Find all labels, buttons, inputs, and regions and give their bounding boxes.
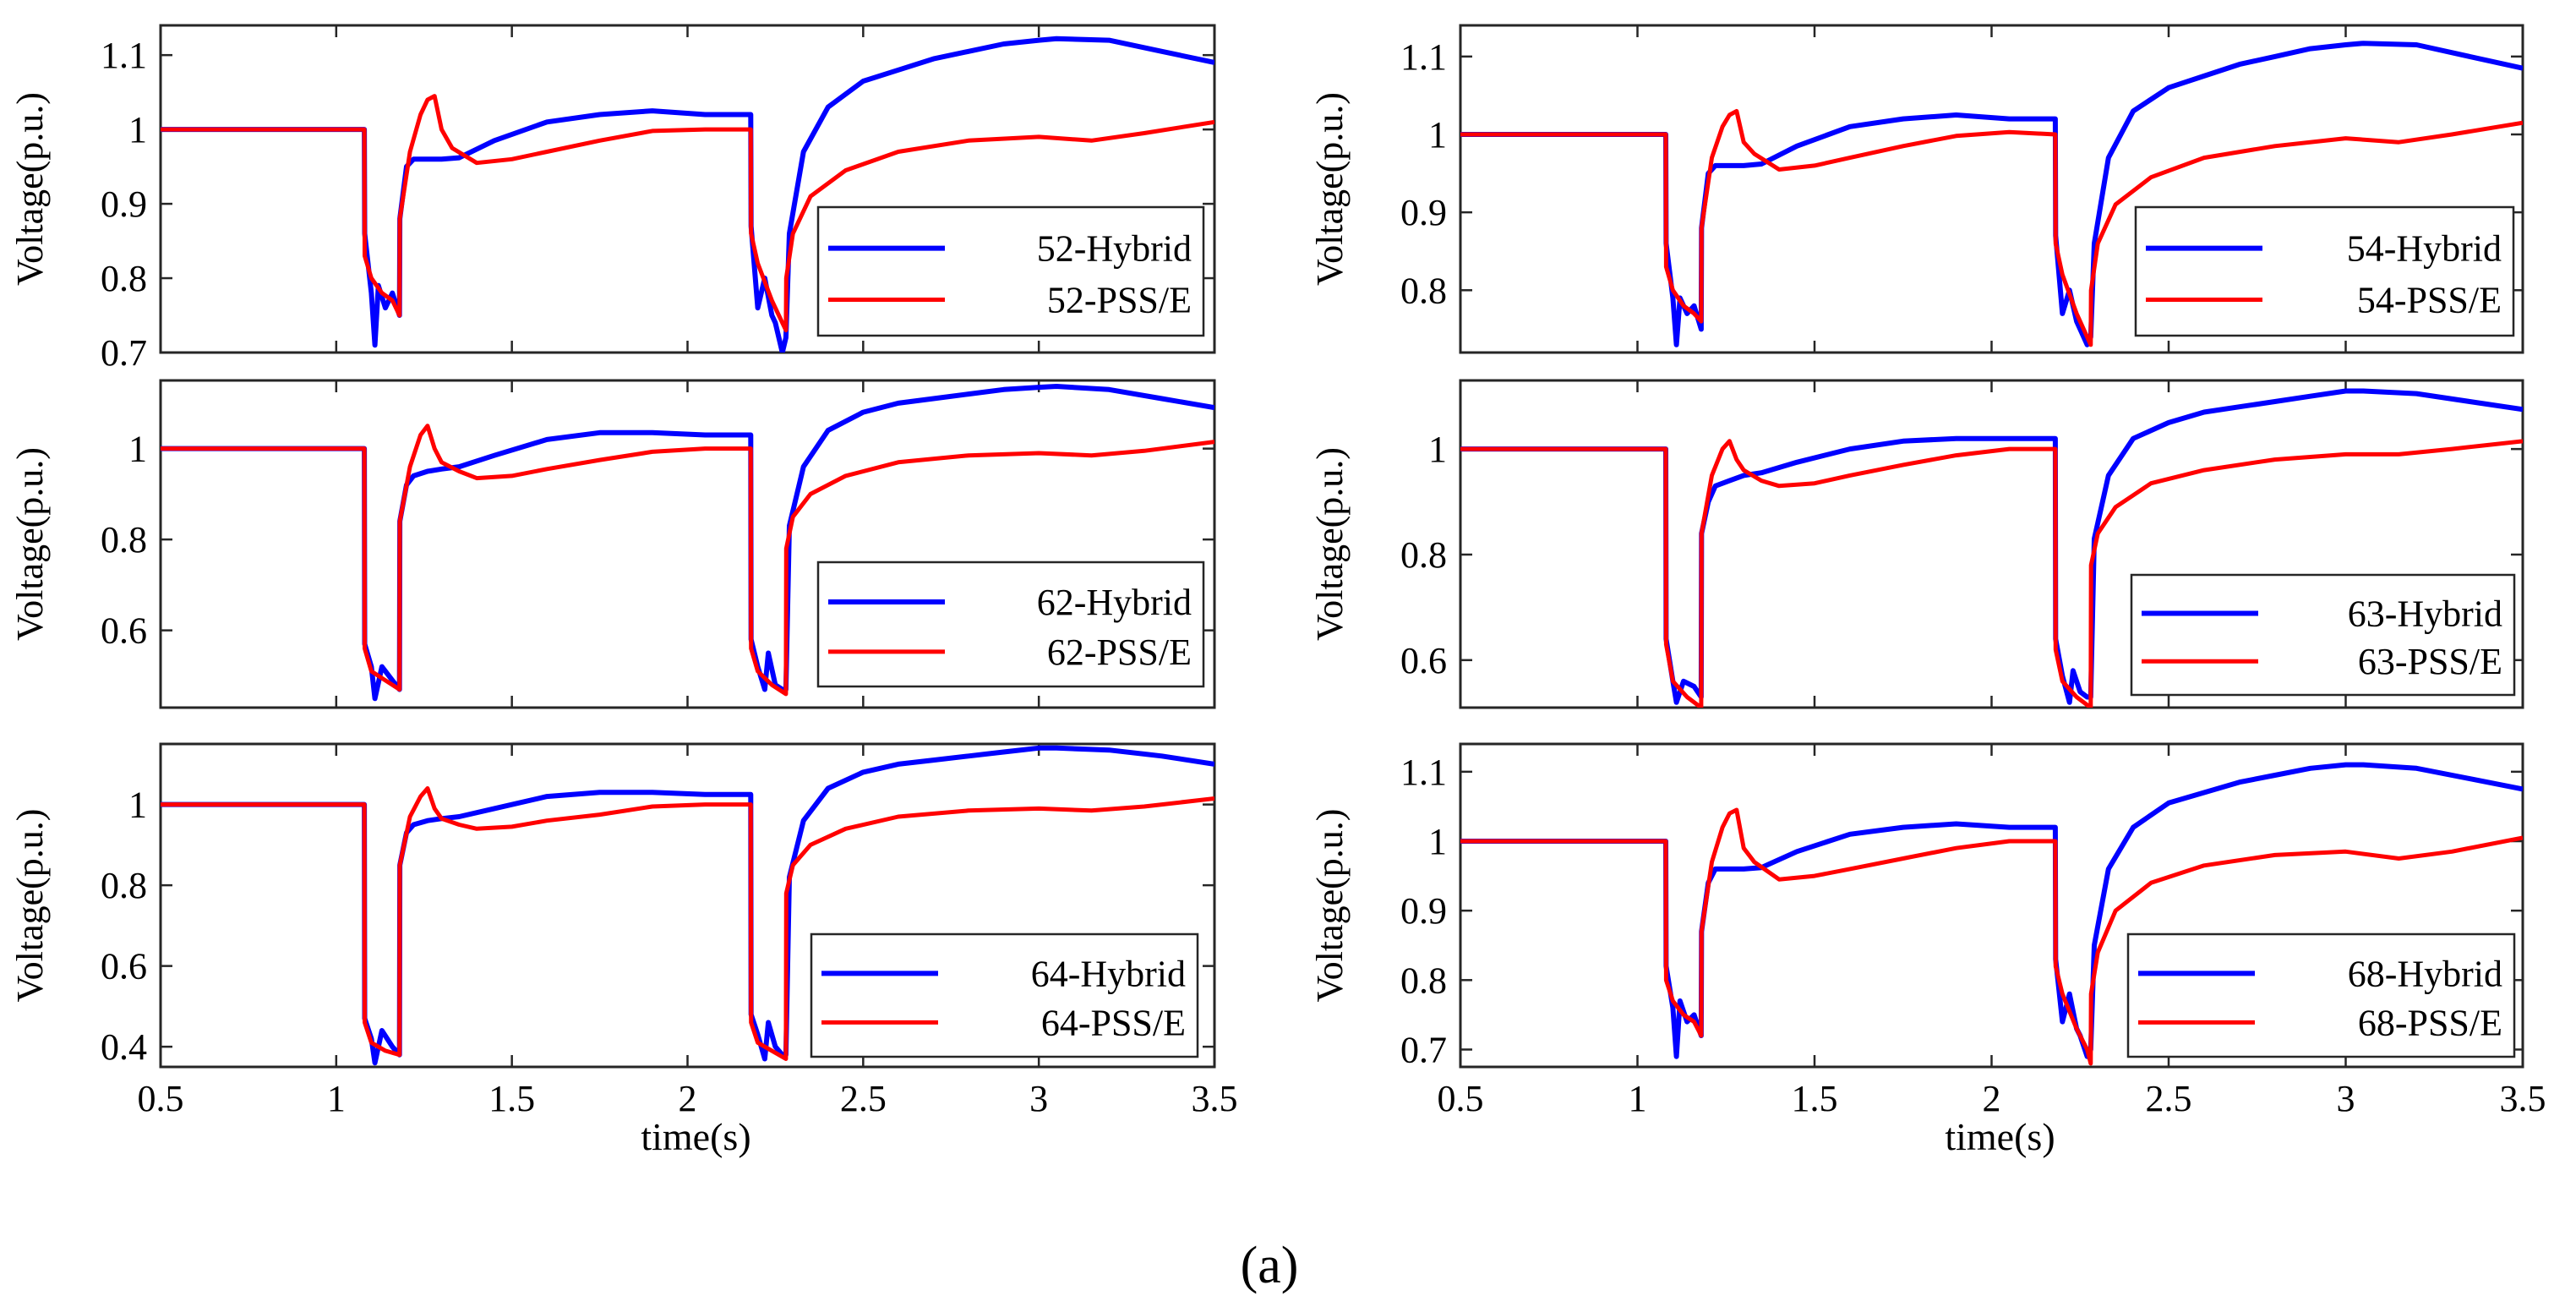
legend-box (816, 205, 1205, 337)
y-tick-label: 0.4 (101, 1026, 147, 1068)
y-tick-label: 1 (1428, 429, 1447, 470)
x-tick-label: 2.5 (2146, 1078, 2192, 1119)
y-tick-label: 0.9 (1400, 192, 1447, 233)
x-tick-label: 0.5 (1438, 1078, 1484, 1119)
legend: 62-Hybrid 62-PSS/E (816, 561, 1205, 688)
y-tick-label: 0.7 (1400, 1029, 1447, 1070)
y-tick-label: 0.8 (1400, 534, 1447, 576)
x-tick-label: 3.5 (2500, 1078, 2546, 1119)
y-tick-label: 0.6 (1400, 640, 1447, 681)
chart-panel-4: 0.6 0.8 1 Voltage(p.u.) 63-Hybrid 63-PSS/E (1309, 379, 2524, 709)
series-line-psse (161, 94, 1214, 333)
legend-entry: 52-Hybrid (1037, 228, 1192, 270)
legend-entry: 62-Hybrid (1037, 582, 1192, 623)
x-tick-label: 2 (1983, 1078, 2001, 1119)
series-line-hybrid (1460, 762, 2523, 1059)
x-tick-label: 0.5 (138, 1078, 184, 1119)
series-line-psse (161, 786, 1214, 1061)
x-tick-label: 1 (1629, 1078, 1647, 1119)
legend-entry: 63-Hybrid (2348, 593, 2502, 634)
legend-box (2126, 932, 2516, 1058)
legend-entry: 63-PSS/E (2358, 641, 2502, 682)
y-tick-label: 0.9 (101, 183, 147, 225)
x-tick-label: 1.5 (1792, 1078, 1838, 1119)
y-tick-label: 0.8 (1400, 270, 1447, 311)
y-axis-label: Voltage(p.u.) (1309, 92, 1351, 286)
y-tick-label: 1 (1428, 114, 1447, 156)
y-axis-label: Voltage(p.u.) (9, 447, 51, 641)
x-tick-label: 3 (1029, 1078, 1048, 1119)
legend-box (2134, 205, 2515, 337)
x-tick-label: 1 (327, 1078, 346, 1119)
x-tick-label: 3.5 (1192, 1078, 1238, 1119)
chart-panel-2: 0.8 0.9 1 1.1 Voltage(p.u.) 54-Hybrid 54-PSS/E (1309, 24, 2524, 354)
y-tick-label: 0.8 (101, 258, 147, 299)
chart-panel-5: 0.5 1 1.5 2 2.5 3 3.5 0.4 0.6 0.8 1 Voltage(p.u.) ti… (9, 742, 1238, 1158)
legend: 63-Hybrid 63-PSS/E (2130, 573, 2516, 697)
series-line-hybrid (1460, 41, 2523, 347)
y-axis-label: Voltage(p.u.) (1309, 809, 1351, 1003)
y-tick-label: 1 (128, 109, 147, 150)
y-tick-label: 1.1 (1400, 752, 1447, 793)
x-tick-label: 2 (679, 1078, 697, 1119)
y-tick-label: 0.8 (1400, 960, 1447, 1001)
chart-panel-1: 0.7 0.8 0.9 1 1.1 Voltage(p.u.) 52-Hybrid 52-PS… (9, 24, 1216, 374)
panels: 0.7 0.8 0.9 1 1.1 Voltage(p.u.) 52-Hybrid 52-PS… (9, 24, 2546, 1158)
legend-entry: 54-PSS/E (2357, 279, 2502, 320)
y-axis-label: Voltage(p.u.) (1309, 447, 1351, 641)
y-tick-label: 1 (1428, 821, 1447, 862)
y-tick-label: 1.1 (1400, 36, 1447, 78)
legend-entry: 62-PSS/E (1047, 632, 1192, 673)
y-tick-label: 0.6 (101, 610, 147, 652)
y-tick-label: 0.8 (101, 519, 147, 561)
chart-panel-3: 0.6 0.8 1 Voltage(p.u.) 62-Hybrid 62-PSS/E (9, 379, 1216, 709)
x-axis-label: time(s) (1945, 1115, 2055, 1158)
legend-entry: 68-Hybrid (2348, 953, 2502, 994)
y-tick-label: 0.8 (101, 865, 147, 906)
y-axis-label: Voltage(p.u.) (9, 809, 51, 1003)
legend-box (2130, 573, 2516, 697)
series-line-psse (161, 424, 1214, 697)
legend-box (816, 561, 1205, 688)
y-tick-label: 1.1 (101, 35, 147, 76)
legend-entry: 64-PSS/E (1041, 1002, 1186, 1043)
y-tick-label: 0.6 (101, 946, 147, 987)
figure-caption: (a) (1241, 1237, 1299, 1294)
y-tick-label: 1 (128, 429, 147, 470)
x-tick-label: 2.5 (840, 1078, 887, 1119)
x-tick-label: 3 (2337, 1078, 2355, 1119)
legend: 68-Hybrid 68-PSS/E (2126, 932, 2516, 1058)
legend-entry: 54-Hybrid (2347, 228, 2502, 270)
y-tick-label: 1 (128, 785, 147, 826)
legend: 54-Hybrid 54-PSS/E (2134, 205, 2515, 337)
y-tick-label: 0.7 (101, 332, 147, 374)
legend: 52-Hybrid 52-PSS/E (816, 205, 1205, 337)
chart-panel-6: 0.5 1 1.5 2 2.5 3 3.5 0.7 0.8 0.9 1 1.1 Voltage(p.u.… (1309, 742, 2546, 1158)
legend-entry: 52-PSS/E (1047, 279, 1192, 320)
legend-box (810, 932, 1199, 1058)
legend-entry: 64-Hybrid (1031, 953, 1186, 994)
x-tick-label: 1.5 (488, 1078, 535, 1119)
series-line-psse (1460, 108, 2523, 347)
legend: 64-Hybrid 64-PSS/E (810, 932, 1199, 1058)
series-line-psse (1460, 807, 2523, 1066)
series-line-psse (1460, 439, 2523, 708)
y-axis-label: Voltage(p.u.) (9, 92, 51, 286)
x-axis-label: time(s) (641, 1115, 750, 1158)
y-tick-label: 0.9 (1400, 890, 1447, 932)
legend-entry: 68-PSS/E (2358, 1002, 2502, 1043)
